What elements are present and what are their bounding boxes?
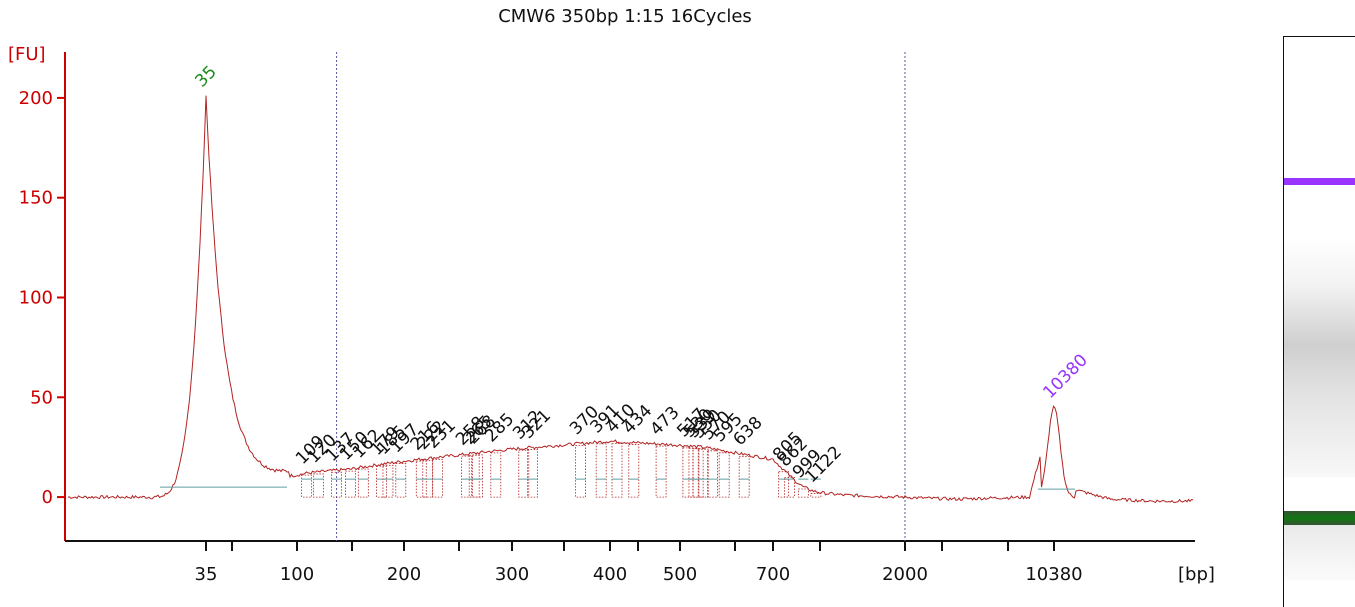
electropherogram-plot: 0 50 100 150 200 35 100 200 300 400 500 700 2000 1038… (8, 44, 1215, 585)
peak-box (707, 450, 718, 498)
x-tick-label: 300 (495, 564, 529, 585)
peak-box (376, 465, 387, 498)
x-tick-label: 400 (593, 564, 627, 585)
peak-box (575, 445, 586, 498)
x-tick-label: 200 (387, 564, 421, 585)
gel-smear (1284, 237, 1355, 477)
peak-box (345, 470, 356, 498)
axes: 0 50 100 150 200 35 100 200 300 400 500 700 2000 1038… (19, 52, 1195, 585)
x-tick-label: 10380 (1025, 564, 1082, 585)
peak-box (468, 454, 480, 498)
peak-box (312, 473, 324, 498)
peak-box (432, 458, 443, 498)
peak-box (490, 452, 502, 498)
x-tick-label: 500 (663, 564, 697, 585)
peak-box (395, 463, 407, 498)
chart-title: CMW6 350bp 1:15 16Cycles (498, 6, 752, 27)
peak-box (382, 464, 394, 498)
x-tick-label: 35 (195, 564, 218, 585)
peak-box (611, 443, 623, 498)
x-tick-label: 100 (280, 564, 314, 585)
gel-lane (1283, 36, 1355, 607)
peak-box (682, 447, 694, 498)
peak-box (461, 455, 473, 498)
gel-upper-marker-band (1284, 178, 1355, 185)
peak-box (527, 449, 538, 498)
peak-box (810, 493, 822, 498)
upper-marker-peak-label: 10380 (1039, 350, 1091, 402)
peak-box (797, 488, 809, 498)
peak-box (628, 444, 640, 498)
y-axis-label: [FU] (8, 44, 46, 65)
peak-boxes (301, 443, 822, 498)
x-tick-label: 2000 (882, 564, 928, 585)
peak-label: 473 (646, 403, 683, 440)
y-tick-label: 50 (30, 387, 53, 408)
trace-layer (67, 95, 1194, 504)
peak-box (518, 449, 530, 498)
peak-box (331, 471, 342, 498)
x-axis-label: [bp] (1178, 564, 1215, 585)
y-tick-label: 0 (42, 487, 53, 508)
peak-box (688, 448, 700, 498)
peak-box (778, 471, 790, 498)
peak-box (357, 468, 369, 498)
peak-box (301, 474, 313, 498)
peak-box (655, 445, 667, 498)
lower-marker-peak-label: 35 (191, 62, 220, 91)
y-tick-label: 200 (19, 88, 53, 109)
peak-box (697, 448, 709, 498)
gel-lower-shadow (1284, 525, 1355, 580)
y-tick-label: 100 (19, 287, 53, 308)
y-tick-label: 150 (19, 188, 53, 209)
region-markers (336, 52, 906, 541)
peak-box (718, 452, 730, 498)
gel-lower-marker-band (1284, 511, 1355, 525)
peak-box (595, 443, 607, 498)
peak-labels: 3510912013715016217918519721622223125826… (191, 62, 1091, 487)
trace-line (67, 95, 1194, 504)
peak-box (738, 455, 750, 498)
peak-box (784, 477, 795, 498)
peak-box (472, 454, 483, 498)
peak-box (692, 448, 704, 498)
x-tick-label: 700 (756, 564, 790, 585)
